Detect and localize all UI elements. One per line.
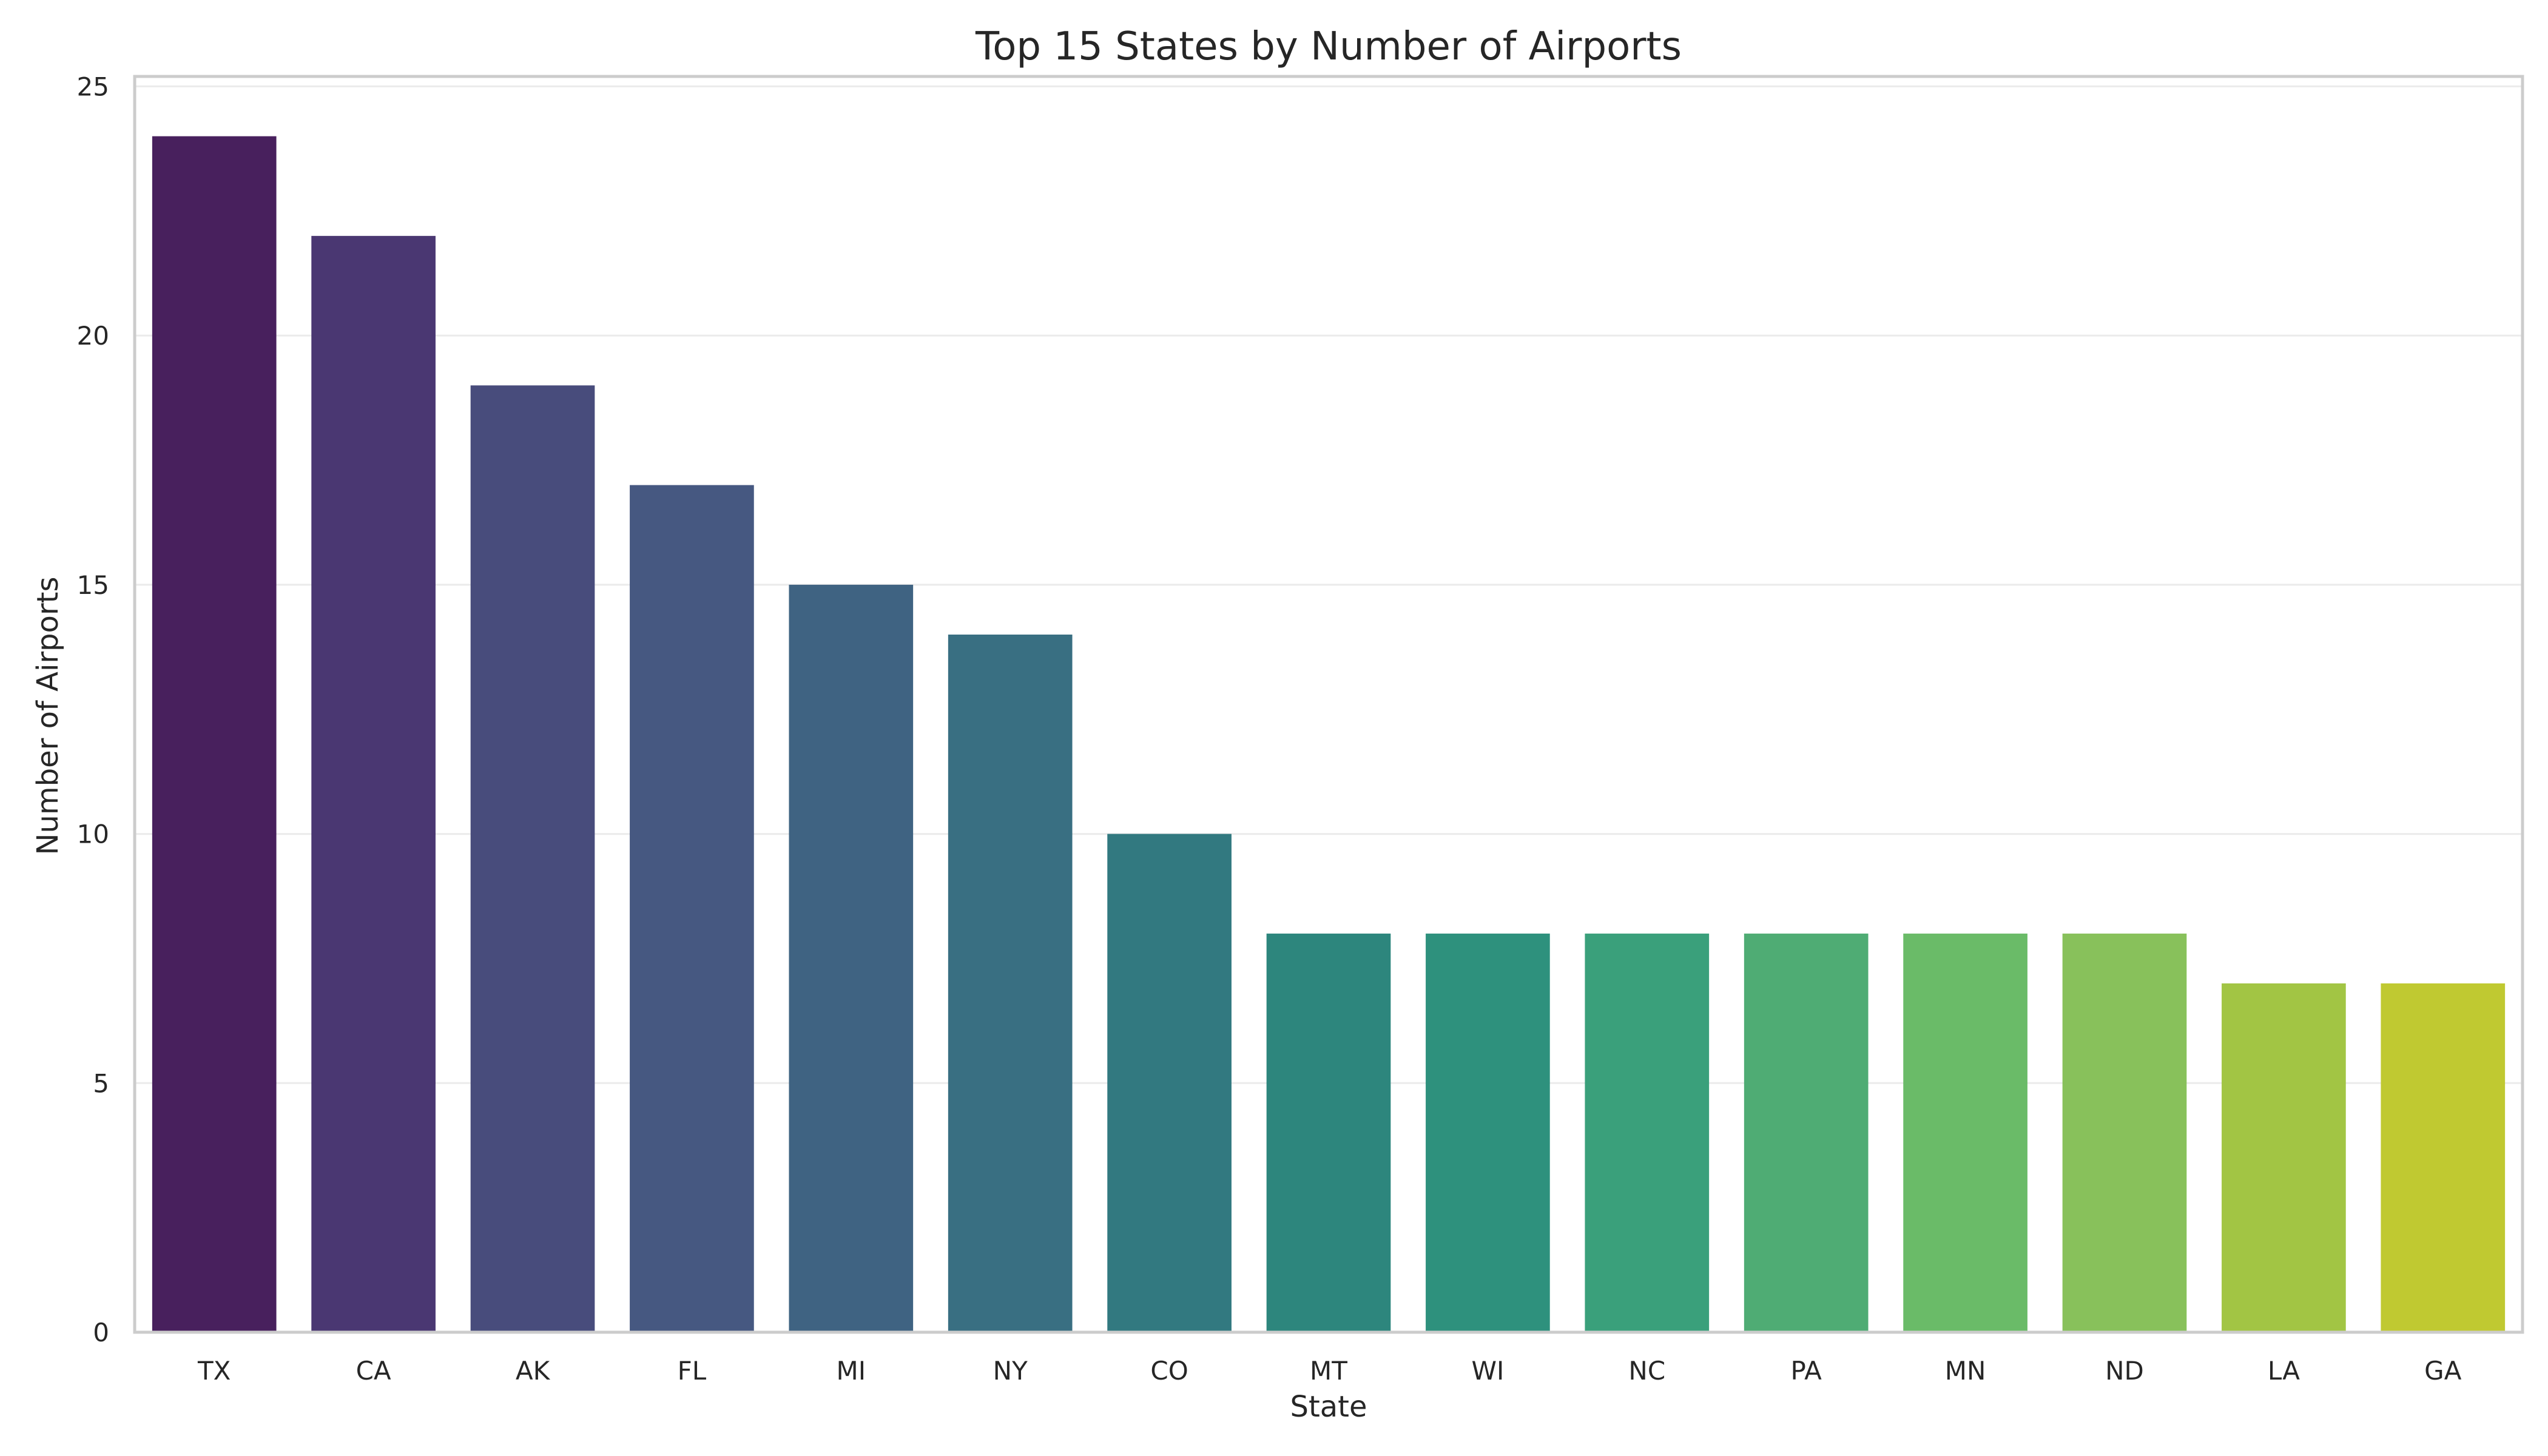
x-tick-label: MI <box>836 1356 866 1386</box>
chart-title: Top 15 States by Number of Airports <box>975 24 1682 69</box>
bar-fl <box>630 485 754 1332</box>
y-tick-label: 0 <box>93 1318 109 1347</box>
bar-ny <box>948 635 1073 1332</box>
y-tick-label: 5 <box>93 1068 109 1098</box>
x-axis-ticks: TX CA AK FL MI NY CO MT WI NC PA MN ND LA GA <box>197 1356 2462 1386</box>
bar-mi <box>789 584 914 1332</box>
x-tick-label: GA <box>2424 1356 2462 1386</box>
y-axis-ticks: 0 5 10 15 20 25 <box>77 72 109 1347</box>
y-tick-label: 10 <box>77 820 109 849</box>
y-tick-label: 25 <box>77 72 109 101</box>
x-tick-label: PA <box>1791 1356 1822 1386</box>
bar-tx <box>152 136 277 1333</box>
bar-co <box>1107 834 1232 1332</box>
x-tick-label: FL <box>678 1356 707 1386</box>
x-tick-label: MN <box>1945 1356 1986 1386</box>
x-tick-label: MT <box>1310 1356 1347 1386</box>
x-tick-label: LA <box>2268 1356 2300 1386</box>
y-tick-label: 20 <box>77 321 109 351</box>
bar-mn <box>1903 933 2027 1332</box>
x-tick-label: NC <box>1628 1356 1665 1386</box>
bar-wi <box>1426 933 1550 1332</box>
bar-nc <box>1585 933 1710 1332</box>
y-axis-label: Number of Airports <box>31 577 65 855</box>
x-tick-label: CO <box>1150 1356 1188 1386</box>
bar-ga <box>2381 983 2506 1332</box>
bar-mt <box>1266 933 1391 1332</box>
bar-la <box>2222 983 2346 1332</box>
bar-ak <box>470 385 595 1333</box>
x-tick-label: NY <box>993 1356 1028 1386</box>
x-axis-label: State <box>1290 1390 1367 1424</box>
y-tick-label: 15 <box>77 570 109 600</box>
bars <box>152 136 2506 1333</box>
x-tick-label: TX <box>197 1356 231 1386</box>
bar-pa <box>1744 933 1869 1332</box>
x-tick-label: WI <box>1471 1356 1504 1386</box>
x-tick-label: ND <box>2105 1356 2144 1386</box>
x-tick-label: CA <box>356 1356 391 1386</box>
bar-nd <box>2062 933 2187 1332</box>
plot-frame <box>133 75 2524 1334</box>
bar-ca <box>311 235 436 1332</box>
x-tick-label: AK <box>516 1356 551 1386</box>
